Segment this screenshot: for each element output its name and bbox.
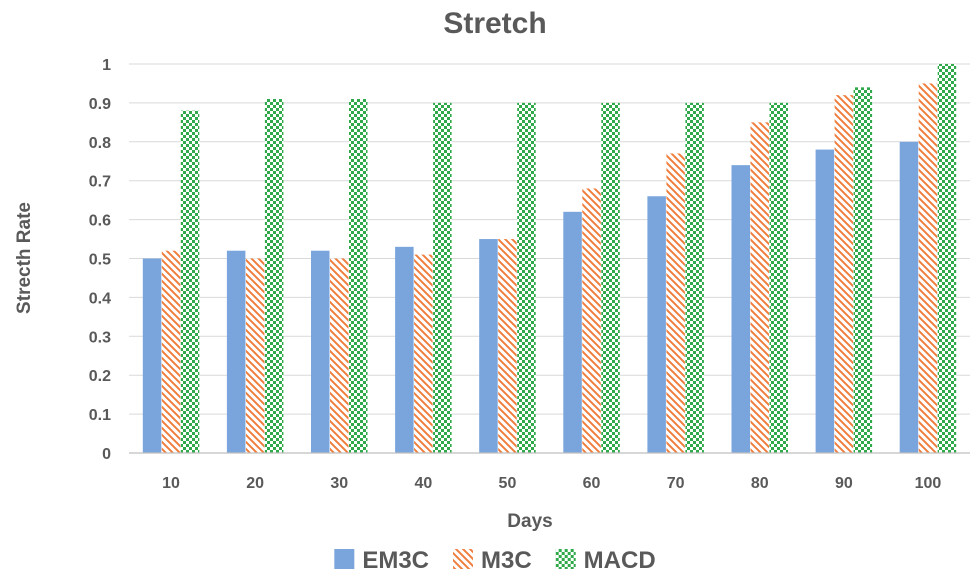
y-tick-label-0-2: 0.2 xyxy=(89,368,111,385)
bar-m3c-10 xyxy=(161,250,181,453)
bar-macd-20 xyxy=(264,99,284,453)
bar-macd-90 xyxy=(853,87,873,453)
bar-em3c-20 xyxy=(226,250,246,453)
bar-em3c-70 xyxy=(647,196,666,453)
bar-em3c-80 xyxy=(731,165,750,453)
legend-swatch-macd xyxy=(555,549,576,569)
bar-m3c-40 xyxy=(414,254,433,453)
y-tick-label-0-9: 0.9 xyxy=(89,96,111,113)
x-tick-label-60: 60 xyxy=(583,475,601,492)
bar-m3c-100 xyxy=(918,83,938,453)
x-tick-label-40: 40 xyxy=(414,475,432,492)
legend-swatch-m3c xyxy=(453,549,474,569)
bar-em3c-50 xyxy=(479,239,498,453)
bar-em3c-10 xyxy=(142,258,162,453)
bar-em3c-40 xyxy=(395,246,414,453)
bar-em3c-100 xyxy=(899,141,919,454)
bar-m3c-70 xyxy=(666,153,685,453)
legend-item-macd: MACD xyxy=(555,547,656,574)
y-tick-label-0-8: 0.8 xyxy=(89,135,111,152)
x-tick-label-100: 100 xyxy=(915,475,942,492)
legend-item-em3c: EM3C xyxy=(334,547,429,574)
x-axis-title: Days xyxy=(507,511,552,532)
bar-m3c-30 xyxy=(330,258,349,453)
bar-macd-80 xyxy=(769,102,788,454)
y-tick-label-1: 1 xyxy=(102,57,111,74)
x-tick-label-50: 50 xyxy=(499,475,517,492)
y-tick-label-0-6: 0.6 xyxy=(89,213,111,230)
x-tick-label-30: 30 xyxy=(330,475,348,492)
bar-macd-50 xyxy=(517,102,536,454)
legend-label-em3c: EM3C xyxy=(362,547,429,574)
bar-em3c-60 xyxy=(563,211,582,453)
bar-m3c-20 xyxy=(245,258,265,453)
y-tick-label-0-4: 0.4 xyxy=(89,290,111,307)
bar-em3c-30 xyxy=(311,250,330,453)
legend-swatch-em3c xyxy=(334,549,355,569)
bar-macd-70 xyxy=(685,102,704,454)
bar-m3c-50 xyxy=(498,239,517,453)
bar-m3c-80 xyxy=(750,122,769,453)
x-tick-label-20: 20 xyxy=(246,475,264,492)
bar-macd-60 xyxy=(601,102,620,454)
x-tick-label-10: 10 xyxy=(162,475,180,492)
legend: EM3C M3C MACD xyxy=(334,547,656,574)
y-tick-label-0-7: 0.7 xyxy=(89,174,111,191)
bar-macd-10 xyxy=(180,110,200,454)
y-tick-label-0-5: 0.5 xyxy=(89,252,111,269)
y-tick-label-0: 0 xyxy=(102,446,111,463)
bar-macd-100 xyxy=(937,64,957,453)
y-axis-ticks: 0 0.1 0.2 0.3 0.4 0.5 0.6 0.7 0.8 0.9 1 xyxy=(89,57,111,463)
x-tick-label-80: 80 xyxy=(751,475,769,492)
x-tick-label-70: 70 xyxy=(667,475,685,492)
legend-label-macd: MACD xyxy=(584,547,656,574)
bar-macd-40 xyxy=(433,102,452,454)
bar-macd-30 xyxy=(349,99,368,453)
x-tick-label-90: 90 xyxy=(835,475,853,492)
legend-label-m3c: M3C xyxy=(481,547,532,574)
x-axis-ticks: 10 20 30 40 50 60 70 80 90 100 xyxy=(162,475,941,492)
bars xyxy=(142,64,957,454)
legend-item-m3c: M3C xyxy=(453,547,532,574)
bar-m3c-90 xyxy=(834,95,854,454)
bar-em3c-90 xyxy=(815,149,835,453)
y-tick-label-0-3: 0.3 xyxy=(89,329,111,346)
bar-m3c-60 xyxy=(582,188,601,454)
y-tick-label-0-1: 0.1 xyxy=(89,407,111,424)
y-axis-title: Strecth Rate xyxy=(14,202,35,314)
chart-title: Stretch xyxy=(443,7,546,40)
